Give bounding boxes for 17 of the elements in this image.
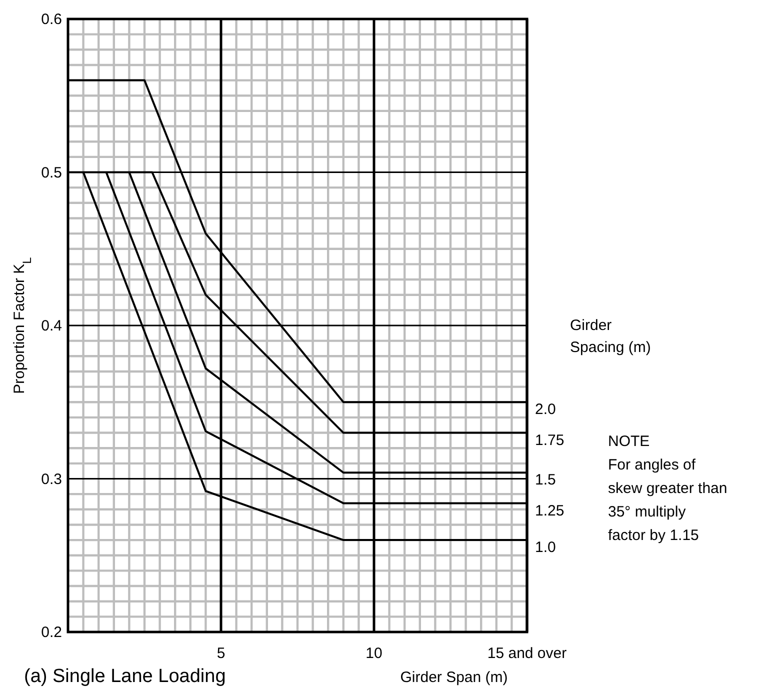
y-tick-label: 0.3 <box>41 470 62 488</box>
series-label: 1.25 <box>535 502 564 520</box>
x-tick-label: 10 <box>366 645 382 662</box>
y-tick-label: 0.4 <box>41 318 62 334</box>
legend-title: Girder Spacing (m) <box>570 317 651 356</box>
y-tick-label: 0.5 <box>41 164 62 182</box>
x-tick-label: 5 <box>216 645 226 662</box>
x-axis-title: Girder Span (m) <box>400 669 508 686</box>
text: NOTE For angles of skew greater than 35° multiply factor by 1.15 <box>608 433 728 544</box>
series-label: 1.75 <box>535 432 564 449</box>
series-label: 2.0 <box>535 401 556 418</box>
series-label: 1.0 <box>535 539 556 556</box>
text: (a) Single Lane Loading <box>24 666 226 687</box>
series-label: 1.5 <box>535 472 556 489</box>
y-tick-label: 0.6 <box>41 11 62 28</box>
x-tick-label: 15 and over <box>487 645 567 662</box>
y-tick-label: 0.2 <box>41 624 62 641</box>
